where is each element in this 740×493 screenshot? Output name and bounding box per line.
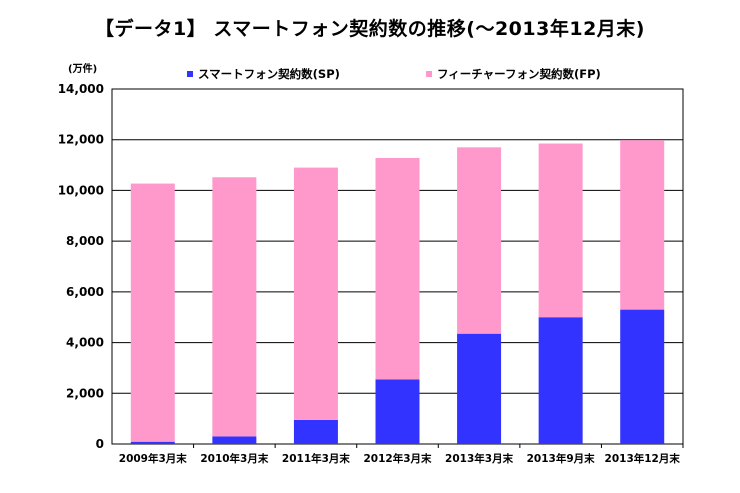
x-tick-label: 2013年12月末 [605,452,681,465]
bar-smartphone [620,309,665,444]
chart-title: 【データ1】 スマートフォン契約数の推移(～2013年12月末) [95,18,645,40]
x-tick-label: 2010年3月末 [200,452,269,465]
x-tick-label: 2012年3月末 [363,452,432,465]
legend-label-sp: スマートフォン契約数(SP) [198,67,340,81]
y-tick-label: 10,000 [58,183,104,197]
x-tick-label: 2009年3月末 [119,452,188,465]
bar-featurephone [457,147,502,334]
y-tick-label: 4,000 [66,336,104,350]
y-tick-label: 0 [96,437,104,451]
x-tick-label: 2013年3月末 [445,452,514,465]
bar-smartphone [130,441,175,444]
x-tick-label: 2013年9月末 [527,452,596,465]
bar-featurephone [293,167,338,420]
bar-smartphone [375,379,420,444]
bar-featurephone [130,183,175,442]
bar-smartphone [293,419,338,444]
y-tick-label: 6,000 [66,285,104,299]
bar-featurephone [375,157,420,380]
bar-smartphone [212,436,257,444]
bar-featurephone [212,177,257,437]
bar-smartphone [457,333,502,444]
bar-featurephone [538,143,583,318]
legend-swatch-fp [426,71,432,77]
legend-label-fp: フィーチャーフォン契約数(FP) [437,67,601,81]
legend-item-sp: スマートフォン契約数(SP) [187,66,340,82]
legend-swatch-sp [187,71,193,77]
bar-featurephone [620,140,665,310]
y-tick-label: 14,000 [58,82,104,96]
y-tick-label: 8,000 [66,234,104,248]
bar-smartphone [538,317,583,444]
y-tick-label: 2,000 [66,386,104,400]
x-tick-label: 2011年3月末 [282,452,351,465]
y-axis-unit-label: (万件) [68,64,98,75]
y-tick-label: 12,000 [58,133,104,147]
legend-item-fp: フィーチャーフォン契約数(FP) [426,66,601,82]
